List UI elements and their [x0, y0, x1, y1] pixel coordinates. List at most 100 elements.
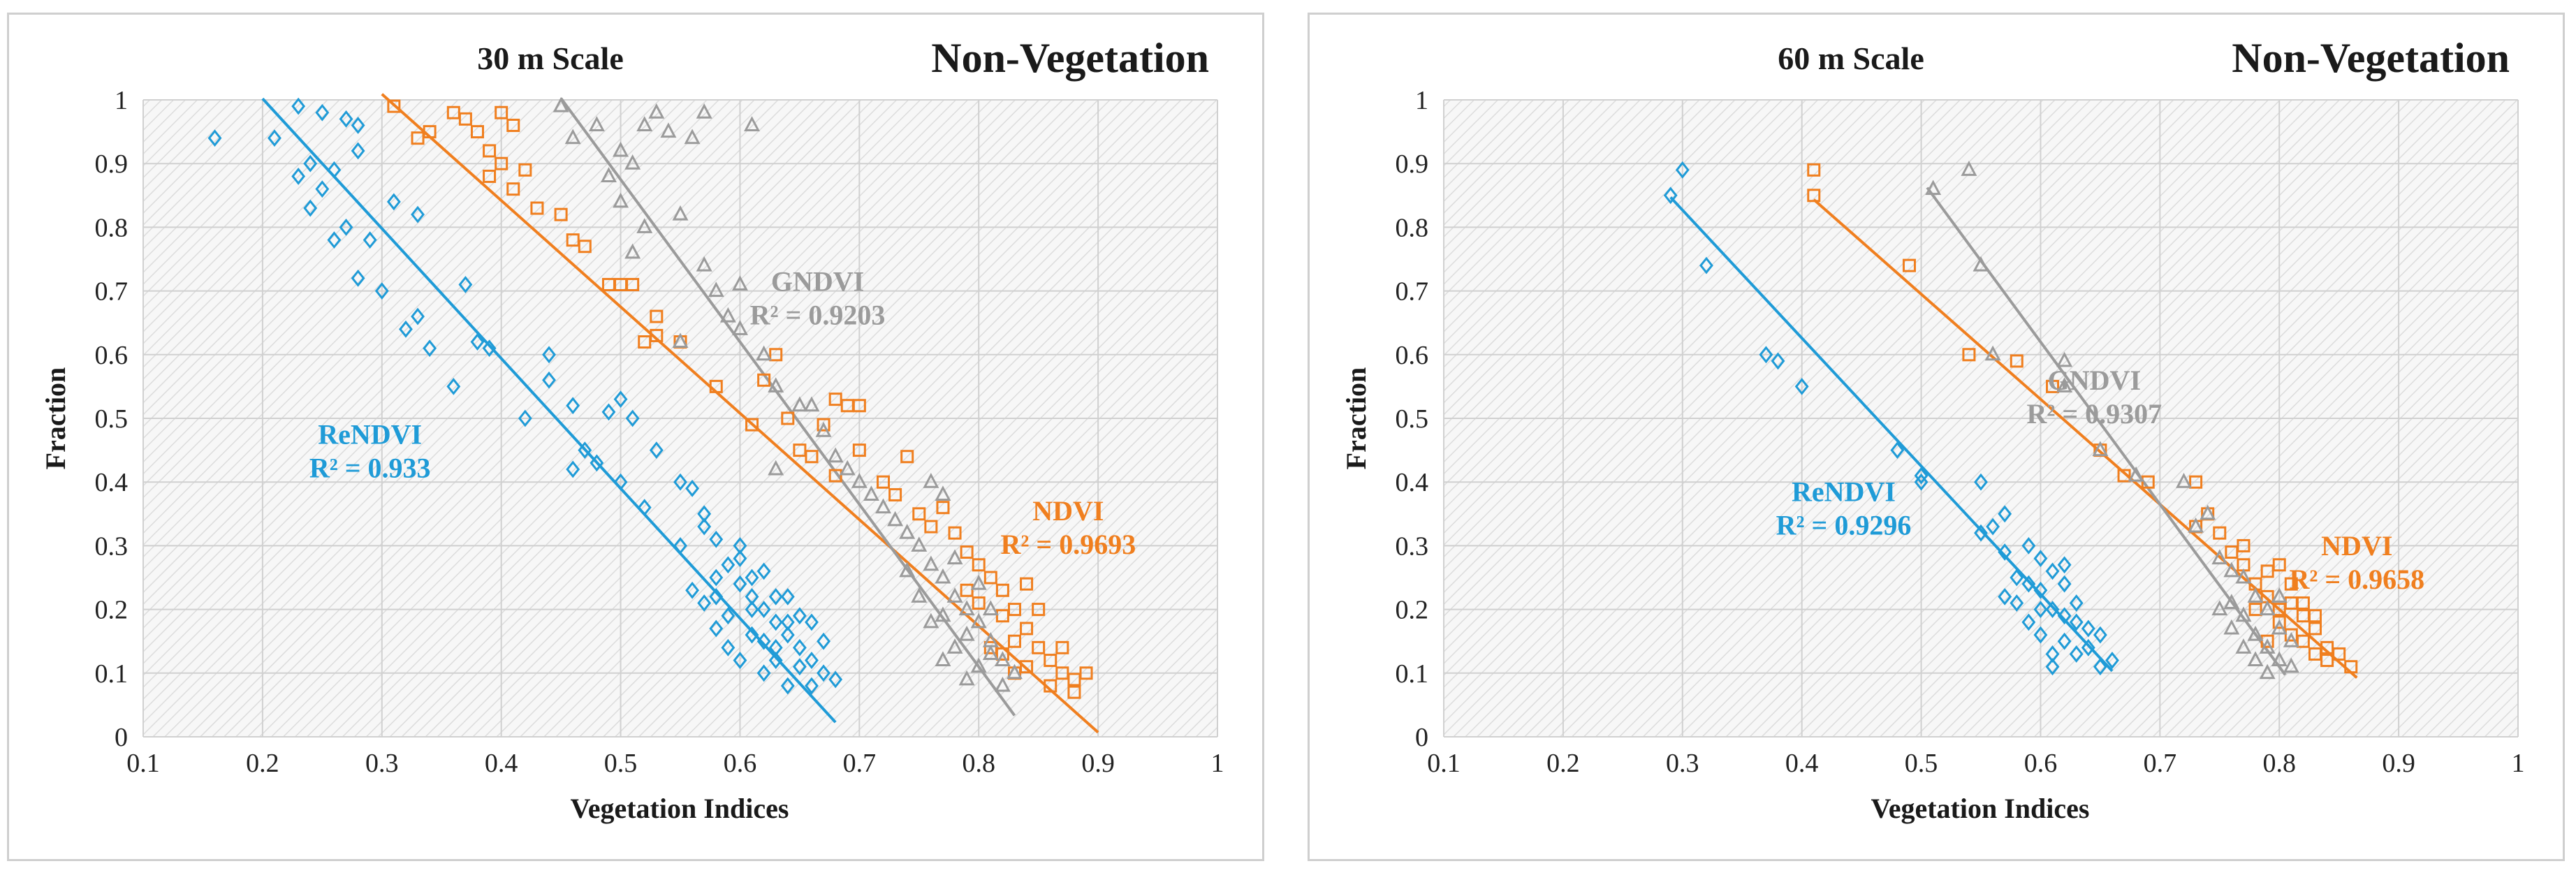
- ndvi-series-label: NDVI: [2321, 530, 2392, 562]
- gndvi-point: [935, 651, 951, 667]
- gndvi-point: [613, 192, 629, 208]
- ndvi-point: [458, 112, 472, 126]
- chart-panel-60m: 0.1 0.2 0.3 0.4 0.5 0.6 0.7 0.8 0.9 1 0 0.1 0.2 0.3 0.…: [1308, 13, 2565, 861]
- rendvi-point: [1890, 441, 1905, 460]
- gndvi-point: [970, 574, 987, 590]
- ndvi-point: [506, 182, 520, 196]
- ndvi-point: [423, 125, 437, 139]
- ndvi-point: [948, 526, 962, 540]
- x-tick-label: 0.7: [2144, 749, 2177, 778]
- gndvi-point: [839, 460, 856, 476]
- rendvi-point: [780, 587, 795, 606]
- gndvi-point: [696, 256, 712, 272]
- rendvi-point: [733, 550, 747, 568]
- gndvi-point: [935, 606, 951, 622]
- rendvi-point: [709, 587, 724, 606]
- rendvi-point: [697, 518, 712, 536]
- gndvi-point: [2247, 625, 2264, 641]
- gndvi-point: [1925, 179, 1942, 196]
- gndvi-point: [1973, 256, 1989, 272]
- class-title: Non-Vegetation: [931, 35, 1209, 81]
- x-tick-label: 0.6: [724, 749, 757, 778]
- gndvi-point: [946, 638, 963, 654]
- x-tick-label: 0.3: [1666, 749, 1699, 778]
- rendvi-point: [685, 479, 700, 497]
- rendvi-point: [2069, 645, 2084, 663]
- rendvi-point: [327, 231, 342, 249]
- x-tick-label: 0.1: [1427, 749, 1461, 778]
- rendvi-point: [2069, 594, 2084, 612]
- rendvi-point: [637, 499, 652, 517]
- ndvi-point: [828, 469, 842, 483]
- rendvi-point: [613, 473, 628, 491]
- x-tick-label: 0.2: [1546, 749, 1580, 778]
- gndvi-point: [613, 141, 629, 157]
- x-tick-label: 0.2: [246, 749, 279, 778]
- rendvi-point: [2057, 607, 2072, 625]
- gndvi-point: [708, 281, 724, 298]
- rendvi-series-label: ReNDVI: [1792, 476, 1896, 508]
- rendvi-point: [1974, 524, 1988, 542]
- x-tick-label: 0.5: [1905, 749, 1938, 778]
- rendvi-point: [458, 276, 473, 293]
- ndvi-series-label: NDVI: [1032, 495, 1104, 527]
- rendvi-point: [601, 403, 616, 421]
- x-tick-label: 1: [2512, 749, 2525, 778]
- gndvi-r2-label: R² = 0.9203: [750, 300, 886, 331]
- rendvi-point: [1998, 543, 2012, 561]
- rendvi-point: [2069, 613, 2084, 631]
- gndvi-point: [911, 536, 928, 552]
- rendvi-point: [817, 632, 830, 650]
- gndvi-point: [731, 275, 748, 291]
- ndvi-point: [960, 545, 974, 559]
- rendvi-point: [1699, 256, 1713, 274]
- rendvi-point: [697, 594, 712, 612]
- ndvi-trendline: [381, 93, 1099, 734]
- ndvi-point: [995, 583, 1009, 597]
- ndvi-point: [626, 277, 640, 291]
- gndvi-point: [588, 116, 605, 131]
- gndvi-point: [719, 307, 736, 323]
- rendvi-point: [805, 677, 819, 695]
- gndvi-point: [2235, 606, 2252, 622]
- rendvi-point: [733, 536, 747, 555]
- y-tick-label: 0: [115, 723, 128, 752]
- rendvi-point: [792, 607, 807, 625]
- gndvi-point: [2188, 517, 2204, 533]
- rendvi-point: [625, 409, 640, 427]
- gndvi-point: [660, 122, 677, 138]
- ndvi-point: [578, 240, 592, 254]
- rendvi-point: [351, 142, 365, 160]
- gndvi-point: [636, 116, 653, 131]
- gndvi-point: [2056, 377, 2073, 393]
- ndvi-point: [2237, 538, 2251, 552]
- rendvi-point: [2093, 626, 2107, 644]
- x-tick-label: 0.8: [962, 749, 995, 778]
- rendvi-point: [709, 568, 724, 587]
- gndvi-point: [2283, 631, 2299, 647]
- rendvi-point: [374, 282, 389, 300]
- ndvi-point: [506, 118, 520, 132]
- rendvi-point: [721, 638, 736, 656]
- gndvi-trendline: [559, 97, 1016, 717]
- rendvi-point: [303, 199, 318, 217]
- gndvi-point: [827, 447, 844, 463]
- gndvi-point: [636, 218, 653, 233]
- x-axis-label: Vegetation Indices: [1871, 793, 2090, 824]
- ndvi-point: [995, 609, 1009, 623]
- rendvi-point: [1998, 587, 2012, 606]
- gndvi-point: [2223, 562, 2240, 578]
- rendvi-point: [566, 460, 580, 478]
- rendvi-point: [673, 473, 687, 491]
- ndvi-point: [781, 411, 795, 425]
- gndvi-point: [2247, 651, 2264, 667]
- ndvi-point: [1079, 666, 1093, 680]
- rendvi-point: [1771, 352, 1785, 370]
- rendvi-point: [339, 218, 353, 236]
- rendvi-series-label: ReNDVI: [318, 418, 422, 450]
- rendvi-point: [2010, 594, 2024, 612]
- rendvi-point: [768, 587, 783, 606]
- rendvi-point: [2045, 601, 2060, 619]
- y-tick-label: 0.8: [95, 213, 129, 242]
- gndvi-series-label: GNDVI: [771, 266, 864, 298]
